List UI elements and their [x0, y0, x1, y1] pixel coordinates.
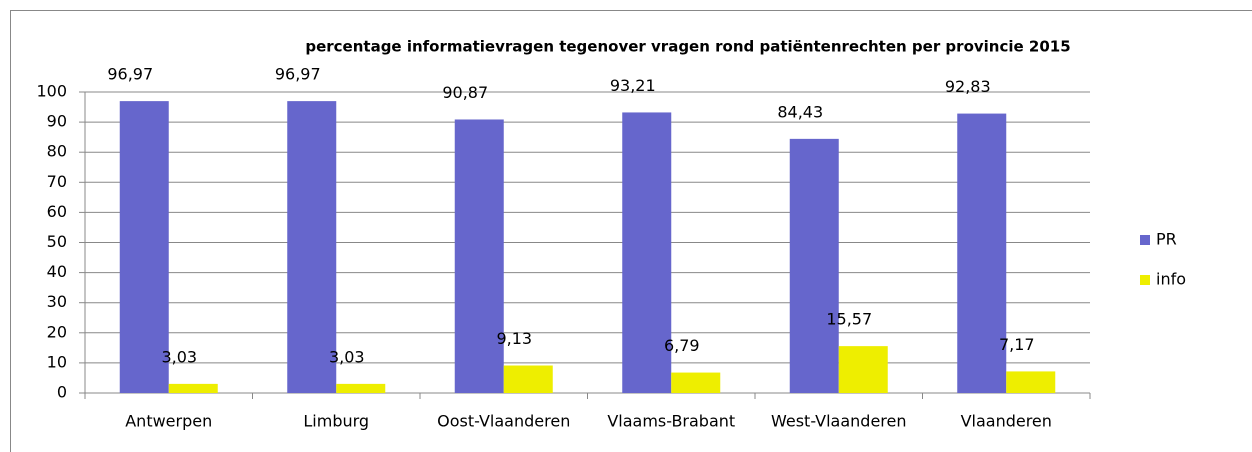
value-label: 93,21	[610, 76, 656, 95]
legend-swatch	[1140, 275, 1150, 285]
bar	[671, 372, 721, 393]
bar	[503, 365, 553, 393]
x-tick-label: Oost-Vlaanderen	[437, 412, 570, 431]
x-tick-label: Vlaanderen	[961, 412, 1052, 431]
value-label: 90,87	[442, 83, 488, 102]
bar	[622, 112, 672, 393]
value-label: 3,03	[329, 347, 365, 366]
value-label: 96,97	[107, 65, 153, 84]
chart-title: percentage informatievragen tegenover vr…	[305, 38, 1070, 56]
bar	[838, 346, 888, 393]
y-tick-label: 70	[47, 172, 67, 191]
x-tick-label: Antwerpen	[125, 412, 212, 431]
y-tick-label: 60	[47, 202, 67, 221]
bar	[168, 383, 218, 393]
value-label: 3,03	[161, 347, 197, 366]
y-tick-label: 50	[47, 232, 67, 251]
value-label: 96,97	[275, 65, 321, 84]
y-tick-label: 90	[47, 112, 67, 131]
x-tick-label: Limburg	[303, 412, 369, 431]
y-tick-label: 30	[47, 292, 67, 311]
y-tick-label: 100	[36, 82, 67, 101]
y-tick-label: 40	[47, 262, 67, 281]
x-tick-label: West-Vlaanderen	[771, 412, 907, 431]
y-tick-label: 20	[47, 322, 67, 341]
value-label: 84,43	[777, 102, 823, 121]
bar	[287, 101, 337, 393]
legend-label: info	[1156, 270, 1186, 289]
y-tick-label: 0	[57, 383, 67, 402]
legend-label: PR	[1156, 230, 1177, 249]
x-tick-label: Vlaams-Brabant	[607, 412, 735, 431]
bar	[119, 101, 169, 393]
value-label: 9,13	[496, 329, 532, 348]
value-label: 92,83	[945, 77, 991, 96]
bar	[336, 383, 386, 393]
bar	[1006, 371, 1056, 393]
y-tick-label: 10	[47, 352, 67, 371]
legend-swatch	[1140, 235, 1150, 245]
y-tick-label: 80	[47, 142, 67, 161]
value-label: 15,57	[826, 310, 872, 329]
value-label: 7,17	[999, 335, 1035, 354]
value-label: 6,79	[664, 336, 700, 355]
bar	[789, 138, 839, 393]
bar	[454, 119, 504, 394]
bar	[957, 113, 1007, 394]
